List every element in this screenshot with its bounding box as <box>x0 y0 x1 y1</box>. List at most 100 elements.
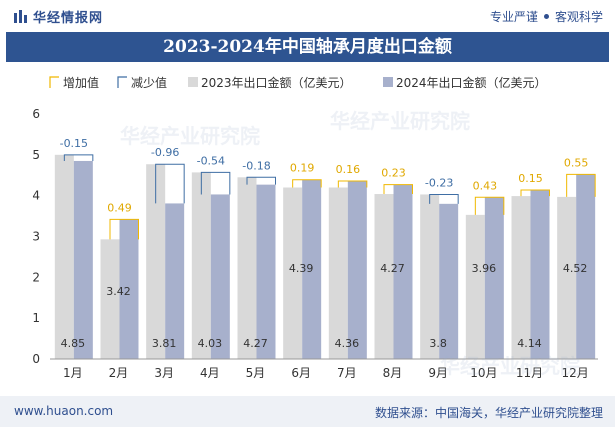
x-tick-label: 4月 <box>200 366 220 380</box>
x-tick-label: 7月 <box>337 366 357 380</box>
bar-2024 <box>165 203 185 359</box>
decrease-bracket <box>246 176 276 185</box>
change-label: 0.15 <box>518 172 543 185</box>
value-label-2024: 4.39 <box>289 262 314 275</box>
bar-2024 <box>393 184 413 359</box>
value-label-2024: 4.03 <box>198 337 223 350</box>
bar-2024 <box>119 219 139 359</box>
bar-2024 <box>210 194 230 359</box>
decrease-bracket <box>155 163 185 204</box>
bar-2024 <box>256 184 276 359</box>
value-label-2024: 3.42 <box>106 285 131 298</box>
brand: 华经情报网 <box>14 7 103 26</box>
bar-2023 <box>557 196 577 359</box>
legend-label: 2023年出口金额（亿美元） <box>201 75 352 90</box>
value-label-2024: 4.27 <box>380 262 405 275</box>
increase-bracket <box>520 189 550 197</box>
change-label: 0.49 <box>107 201 132 214</box>
legend-2023-swatch <box>188 77 198 87</box>
tagline: 专业严谨 客观科学 <box>490 8 603 25</box>
legend-label: 2024年出口金额（亿美元） <box>396 75 547 90</box>
bar-2023 <box>465 214 485 359</box>
decrease-bracket <box>200 171 231 195</box>
change-label: 0.43 <box>473 179 498 192</box>
bar-2023 <box>374 194 394 359</box>
legend-increase-icon <box>49 76 59 88</box>
bar-2023 <box>328 187 348 359</box>
bar-2023 <box>511 196 531 359</box>
bar-2023 <box>420 194 440 359</box>
tagline-2: 客观科学 <box>554 10 603 24</box>
x-tick-label: 8月 <box>383 366 403 380</box>
bar-2024 <box>576 174 596 359</box>
brand-logo-icon <box>14 10 27 23</box>
legend-label: 减少值 <box>131 75 167 90</box>
legend-2024-swatch <box>383 77 393 87</box>
bar-2023 <box>146 164 166 359</box>
increase-bracket <box>474 196 505 215</box>
value-label-2024: 3.81 <box>152 337 177 350</box>
y-tick-label: 4 <box>32 189 40 203</box>
change-label: 0.23 <box>381 167 406 180</box>
value-label-2024: 4.36 <box>335 337 360 350</box>
bar-2023 <box>191 172 211 359</box>
x-tick-label: 10月 <box>470 366 497 380</box>
bar-2024 <box>530 189 550 359</box>
change-label: -0.23 <box>425 176 453 189</box>
chart-title: 2023-2024年中国轴承月度出口金额 <box>6 32 609 62</box>
brand-name: 华经情报网 <box>33 11 104 26</box>
y-tick-label: 1 <box>32 311 40 325</box>
bar-2023 <box>237 177 257 359</box>
x-tick-label: 11月 <box>516 366 543 380</box>
x-tick-label: 6月 <box>291 366 311 380</box>
bar-2024 <box>73 160 93 359</box>
decrease-bracket <box>429 193 459 204</box>
value-label-2024: 4.52 <box>563 262 588 275</box>
footer-url: www.huaon.com <box>14 404 114 418</box>
x-tick-label: 9月 <box>428 366 448 380</box>
value-label-2024: 4.27 <box>243 337 268 350</box>
bar-2024 <box>484 197 504 359</box>
y-tick-label: 5 <box>32 148 40 162</box>
value-label-2024: 4.14 <box>517 337 542 350</box>
legend-label: 增加值 <box>63 75 99 90</box>
x-tick-label: 12月 <box>562 366 589 380</box>
bar-2023 <box>283 187 303 359</box>
bar-2024 <box>302 179 322 359</box>
bar-2023 <box>100 239 120 359</box>
legend-decrease-icon <box>117 76 127 88</box>
value-label-2024: 3.8 <box>429 337 447 350</box>
change-label: -0.18 <box>242 159 270 172</box>
y-tick-label: 6 <box>32 107 40 121</box>
bullet-icon <box>543 14 549 19</box>
y-tick-label: 2 <box>32 270 40 284</box>
footer: www.huaon.com 数据来源：中国海关，华经产业研究院整理 <box>0 396 615 427</box>
bar-chart: 增加值 减少值 2023年出口金额（亿美元） 2024年出口金额（亿美元） 0 1 2 3 4 5… <box>32 75 598 380</box>
change-label: 0.16 <box>336 163 361 176</box>
tagline-1: 专业严谨 <box>489 10 538 24</box>
increase-bracket <box>337 180 368 188</box>
bar-2024 <box>439 203 459 359</box>
decrease-bracket <box>63 154 94 161</box>
bar-2024 <box>347 180 367 359</box>
change-label: -0.54 <box>197 154 225 167</box>
increase-bracket <box>292 179 322 188</box>
value-label-2024: 3.96 <box>472 262 497 275</box>
x-tick-label: 3月 <box>154 366 174 380</box>
change-label: 0.19 <box>290 162 315 175</box>
increase-bracket <box>566 173 596 197</box>
top-bar: 华经情报网 专业严谨 客观科学 <box>0 0 615 30</box>
increase-bracket <box>109 218 139 240</box>
y-tick-label: 3 <box>32 230 40 244</box>
bar-2023 <box>54 154 74 359</box>
x-tick-label: 2月 <box>109 366 129 380</box>
x-tick-label: 1月 <box>63 366 83 380</box>
value-label-2024: 4.85 <box>61 337 86 350</box>
increase-bracket <box>383 184 413 195</box>
x-tick-label: 5月 <box>246 366 266 380</box>
change-label: -0.96 <box>151 146 179 159</box>
footer-source: 数据来源：中国海关，华经产业研究院整理 <box>374 406 603 420</box>
change-label: -0.15 <box>60 137 88 150</box>
y-tick-label: 0 <box>32 352 40 366</box>
change-label: 0.55 <box>564 156 589 169</box>
